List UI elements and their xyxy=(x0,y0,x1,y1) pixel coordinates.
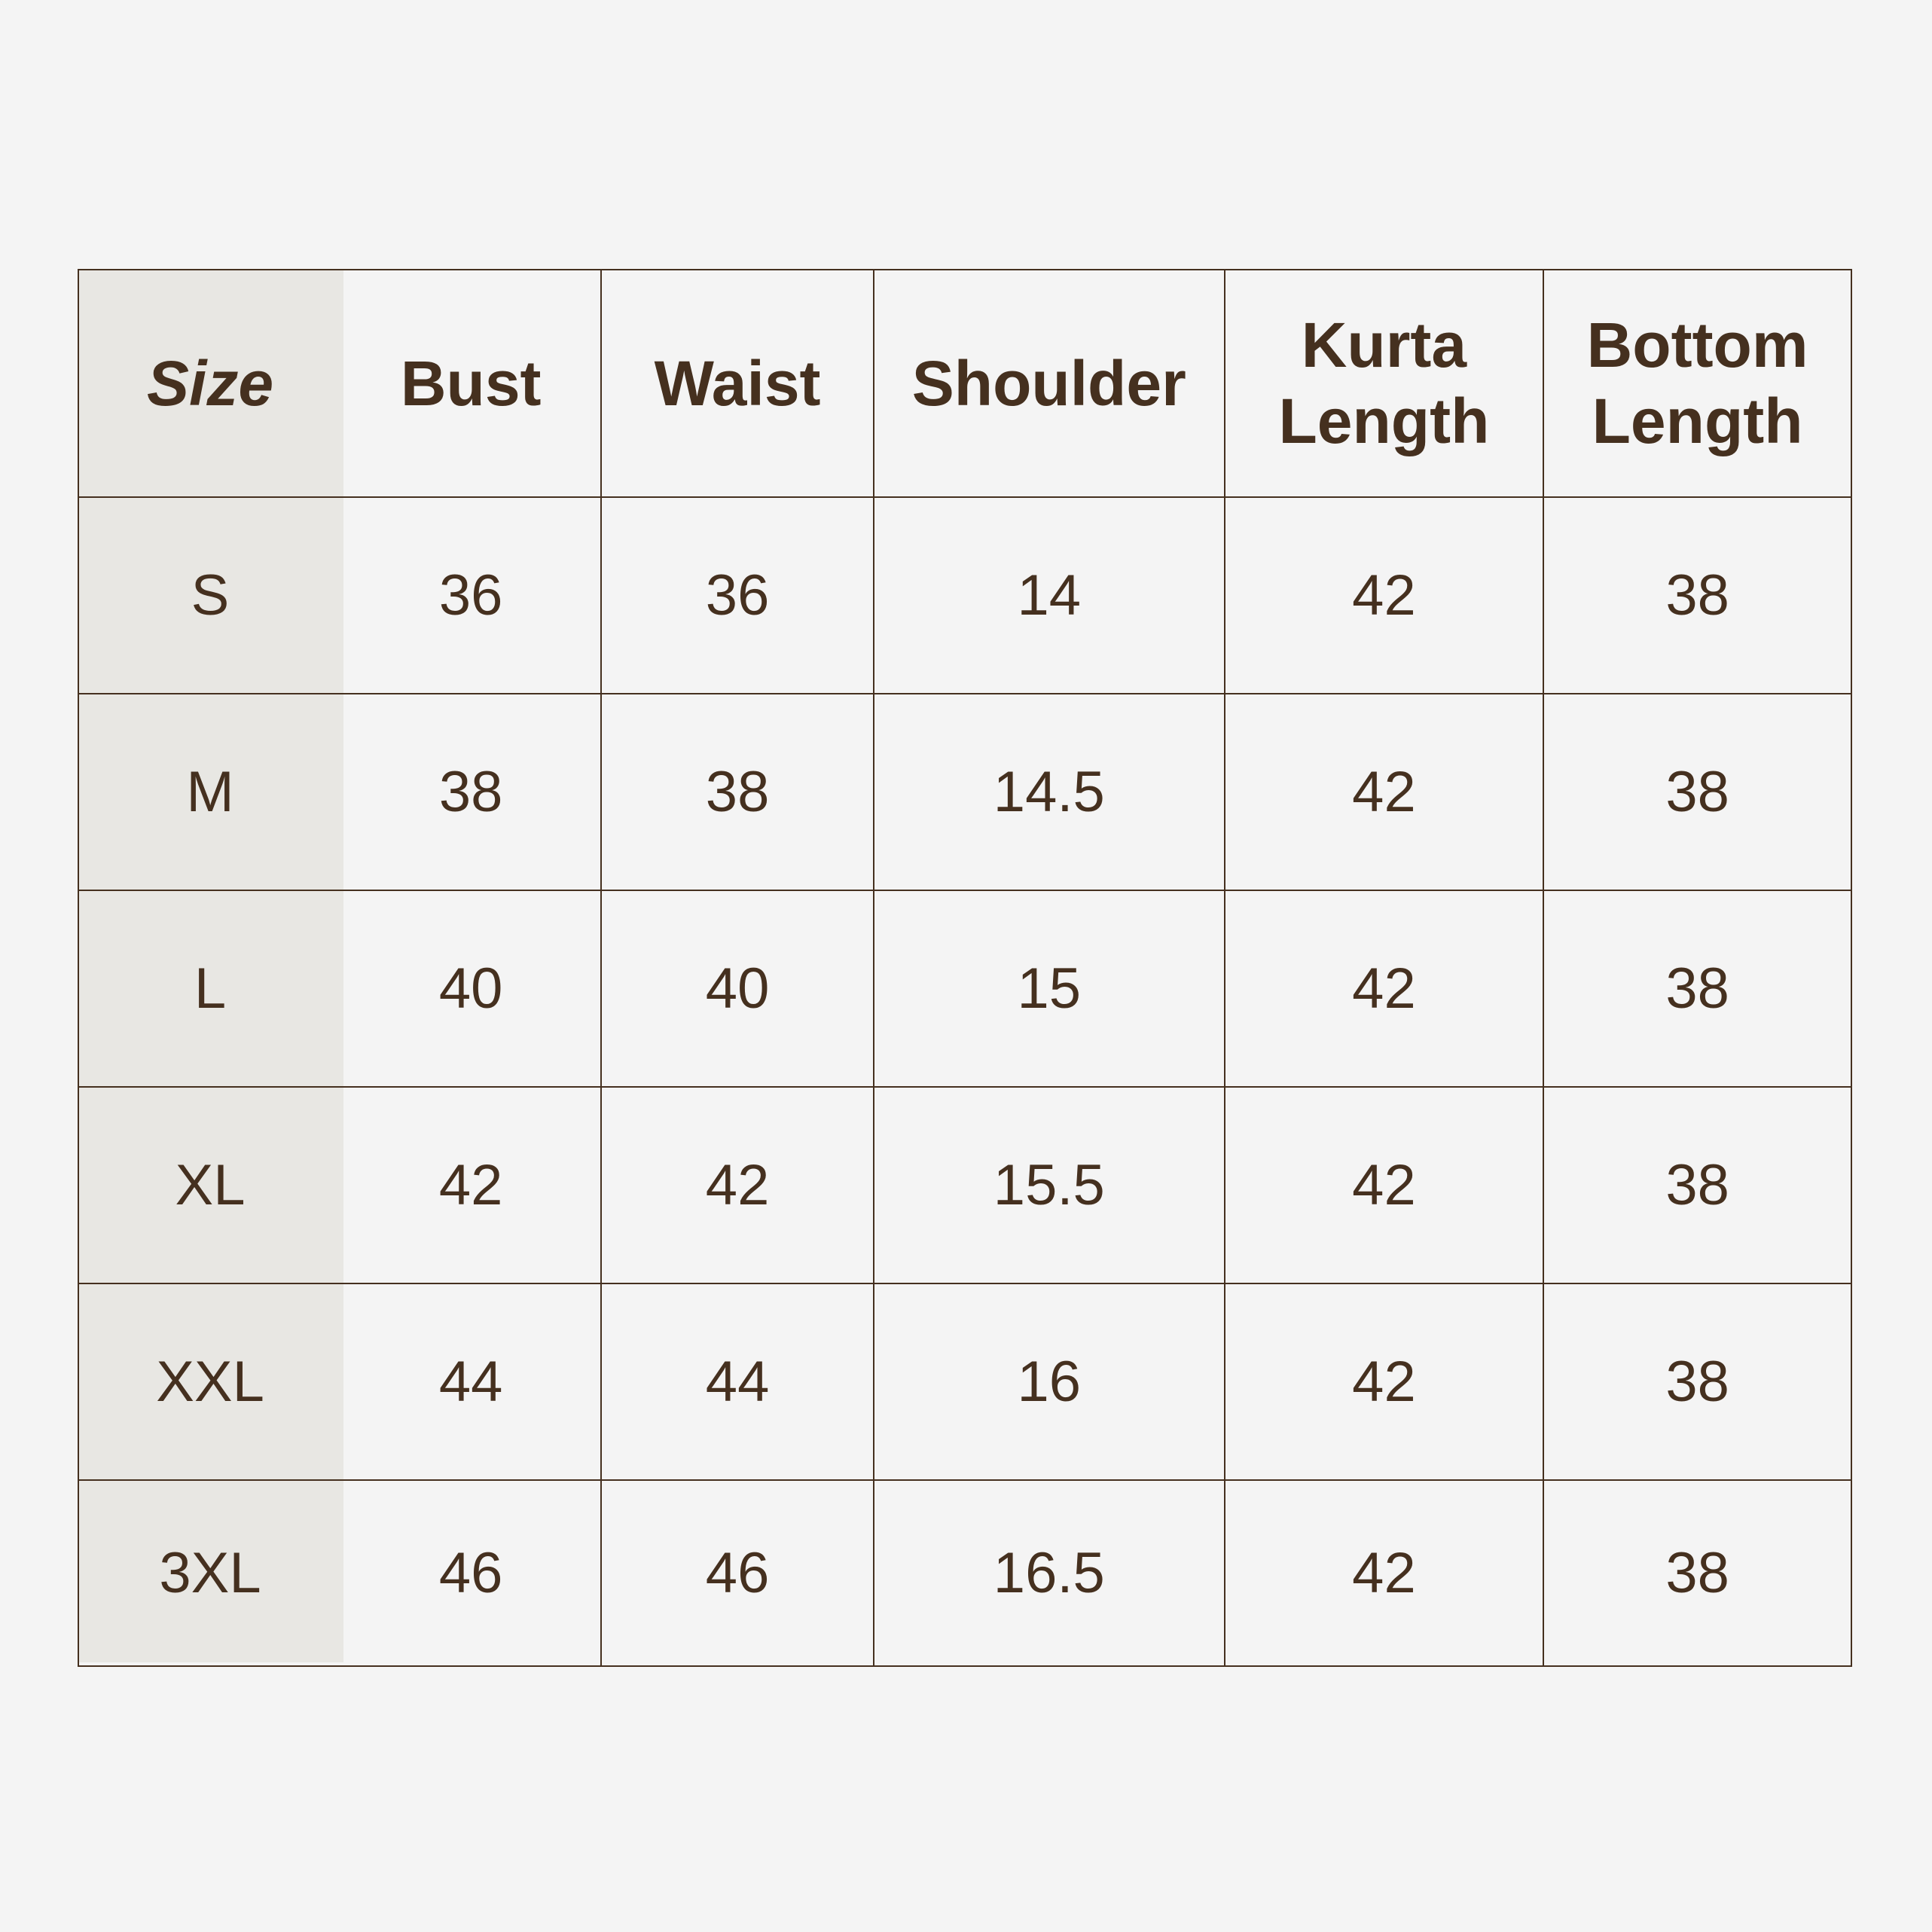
cell-bust: 46 xyxy=(341,1479,603,1667)
cell-kurta-length: 42 xyxy=(1223,890,1545,1088)
header-bust: Bust xyxy=(341,269,603,498)
cell-waist: 40 xyxy=(600,890,874,1088)
header-bottom-length: Bottom Length xyxy=(1543,269,1852,498)
cell-shoulder: 14 xyxy=(872,496,1225,694)
cell-waist: 46 xyxy=(600,1479,874,1667)
cell-waist: 44 xyxy=(600,1283,874,1481)
header-size: Size xyxy=(77,269,342,498)
cell-size: S xyxy=(77,496,342,694)
cell-waist: 36 xyxy=(600,496,874,694)
cell-kurta-length: 42 xyxy=(1223,1086,1545,1284)
header-waist: Waist xyxy=(600,269,874,498)
cell-bottom-length: 38 xyxy=(1543,890,1852,1088)
table-row: XXL 44 44 16 42 38 xyxy=(77,1283,1852,1481)
header-row: Size Bust Waist Shoulder Kurta Length Bo… xyxy=(77,269,1852,498)
cell-bust: 38 xyxy=(341,693,603,891)
cell-bust: 42 xyxy=(341,1086,603,1284)
cell-shoulder: 14.5 xyxy=(872,693,1225,891)
cell-shoulder: 16.5 xyxy=(872,1479,1225,1667)
cell-bust: 40 xyxy=(341,890,603,1088)
cell-size: M xyxy=(77,693,342,891)
cell-waist: 38 xyxy=(600,693,874,891)
cell-bottom-length: 38 xyxy=(1543,693,1852,891)
cell-bottom-length: 38 xyxy=(1543,1086,1852,1284)
table-row: 3XL 46 46 16.5 42 38 xyxy=(77,1479,1852,1667)
cell-size: 3XL xyxy=(77,1479,342,1667)
cell-bottom-length: 38 xyxy=(1543,1283,1852,1481)
cell-size: L xyxy=(77,890,342,1088)
header-shoulder: Shoulder xyxy=(872,269,1225,498)
cell-kurta-length: 42 xyxy=(1223,1479,1545,1667)
cell-size: XXL xyxy=(77,1283,342,1481)
cell-bust: 44 xyxy=(341,1283,603,1481)
cell-bottom-length: 38 xyxy=(1543,496,1852,694)
cell-waist: 42 xyxy=(600,1086,874,1284)
cell-kurta-length: 42 xyxy=(1223,496,1545,694)
cell-size: XL xyxy=(77,1086,342,1284)
cell-shoulder: 16 xyxy=(872,1283,1225,1481)
cell-kurta-length: 42 xyxy=(1223,693,1545,891)
cell-bust: 36 xyxy=(341,496,603,694)
cell-bottom-length: 38 xyxy=(1543,1479,1852,1667)
header-kurta-length: Kurta Length xyxy=(1223,269,1545,498)
cell-shoulder: 15.5 xyxy=(872,1086,1225,1284)
table-row: XL 42 42 15.5 42 38 xyxy=(77,1086,1852,1284)
table-row: L 40 40 15 42 38 xyxy=(77,890,1852,1088)
cell-shoulder: 15 xyxy=(872,890,1225,1088)
cell-kurta-length: 42 xyxy=(1223,1283,1545,1481)
table-row: M 38 38 14.5 42 38 xyxy=(77,693,1852,891)
table-row: S 36 36 14 42 38 xyxy=(77,496,1852,694)
size-chart-table: Size Bust Waist Shoulder Kurta Length Bo… xyxy=(77,269,1852,1667)
